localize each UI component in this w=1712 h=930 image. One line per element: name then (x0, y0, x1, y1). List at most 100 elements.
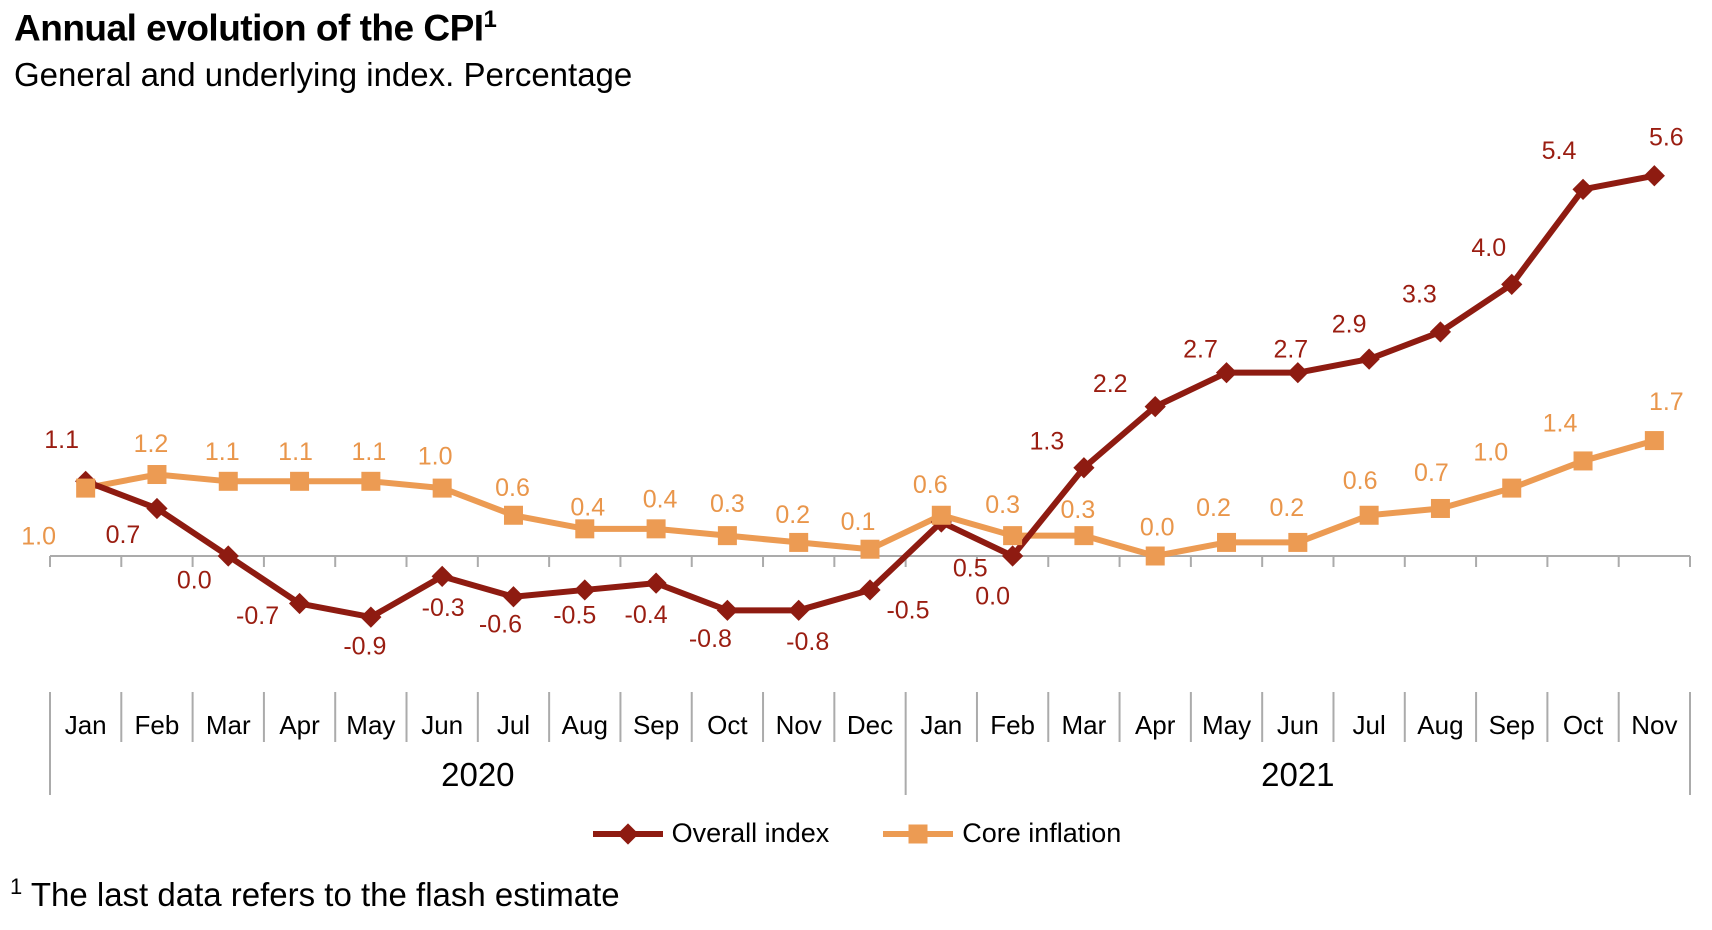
footnote: 1 The last data refers to the flash esti… (10, 874, 620, 914)
overall-index-point-marker (716, 599, 738, 621)
month-label: Apr (1135, 710, 1176, 740)
overall-index-value-label: 2.7 (1273, 335, 1308, 363)
page-subtitle: General and underlying index. Percentage (14, 56, 633, 93)
core-inflation-value-label: 0.6 (1343, 467, 1378, 495)
core-inflation-value-label: 0.1 (841, 508, 876, 536)
footnote-marker: 1 (10, 874, 23, 899)
month-label: Oct (707, 710, 748, 740)
overall-index-value-label: 2.7 (1183, 335, 1218, 363)
core-inflation-point-marker (1644, 431, 1664, 451)
core-inflation-value-label: 1.2 (134, 430, 169, 458)
overall-index-point-marker (360, 606, 382, 628)
core-inflation-point-marker (1359, 505, 1379, 525)
core-inflation-point-marker (717, 526, 737, 546)
core-inflation-value-label: 1.1 (205, 438, 240, 466)
core-inflation-value-label: 0.4 (570, 493, 605, 521)
core-inflation-value-label: 1.1 (278, 438, 313, 466)
core-inflation-point-marker (361, 471, 381, 491)
overall-index-point-marker (1215, 362, 1238, 384)
month-label: Feb (135, 710, 180, 740)
core-inflation-point-marker (1430, 498, 1450, 518)
month-label: Sep (633, 710, 679, 740)
core-inflation-value-label: 0.3 (985, 491, 1020, 519)
core-inflation-value-label: 0.0 (1140, 514, 1175, 542)
overall-index-point-marker (788, 599, 810, 621)
overall-index-point-marker (1002, 545, 1024, 567)
core-inflation-point-marker (1003, 526, 1023, 546)
month-label: Jan (65, 710, 107, 740)
year-label: 2021 (1261, 756, 1334, 793)
overall-index-value-label: 4.0 (1471, 234, 1506, 262)
overall-index-point-marker (859, 579, 881, 601)
month-label: Aug (1417, 710, 1463, 740)
month-label: Jun (1277, 710, 1319, 740)
month-label: Jan (920, 710, 962, 740)
core-inflation-value-label: 1.1 (351, 438, 386, 466)
core-inflation-point-marker (789, 532, 809, 552)
overall-index-value-label: 3.3 (1402, 281, 1437, 309)
overall-index-value-label: -0.9 (343, 633, 386, 661)
month-label: Mar (206, 710, 251, 740)
core-inflation-point-marker (575, 519, 595, 539)
core-inflation-line (85, 437, 1656, 559)
month-label: Nov (776, 710, 822, 740)
core-inflation-value-label: 0.4 (643, 485, 678, 513)
page-title-superscript: 1 (483, 6, 497, 33)
footnote-text: The last data refers to the flash estima… (30, 876, 620, 913)
core-inflation-point-marker (503, 505, 523, 525)
core-inflation-value-label: 1.4 (1543, 410, 1578, 438)
core-inflation-line-square-icon (883, 824, 954, 843)
overall-index-value-label: -0.5 (886, 597, 929, 625)
core-inflation-value-label: 1.0 (1473, 439, 1508, 467)
core-inflation-point-marker (432, 478, 452, 498)
core-inflation-value-label: 0.6 (913, 471, 948, 499)
core-inflation-value-label: 1.0 (418, 443, 453, 471)
month-label: Feb (990, 710, 1035, 740)
overall-index-point-marker (288, 592, 311, 615)
page-title: Annual evolution of the CPI1 (14, 6, 497, 49)
core-inflation-point-marker (147, 465, 167, 485)
core-inflation-point-marker (860, 539, 880, 559)
core-inflation-value-label: 0.2 (1196, 494, 1231, 522)
month-label: Aug (562, 710, 608, 740)
overall-index-value-label: -0.5 (553, 602, 596, 630)
overall-index-point-marker (1358, 348, 1380, 370)
year-label: 2020 (441, 756, 514, 793)
overall-index-value-label: -0.4 (625, 601, 668, 629)
overall-index-line-diamond-icon (592, 822, 663, 845)
core-inflation-value-label: 0.3 (710, 490, 745, 518)
month-label: May (346, 710, 395, 740)
overall-index-value-label: 0.0 (177, 567, 212, 595)
month-label: Dec (847, 710, 893, 740)
month-label: Sep (1489, 710, 1535, 740)
core-inflation-value-label: 0.2 (1269, 494, 1304, 522)
legend-label-core-inflation: Core inflation (962, 818, 1122, 848)
core-inflation-value-label: 0.7 (1414, 459, 1449, 487)
overall-index-value-label: -0.3 (422, 594, 465, 622)
core-inflation-point-marker (1074, 526, 1094, 546)
overall-index-value-label: 5.4 (1542, 137, 1577, 165)
overall-index-value-label: 0.0 (975, 583, 1010, 611)
core-inflation-point-marker (1502, 478, 1522, 498)
overall-index-point-marker (1643, 165, 1665, 187)
chart-legend: Overall index Core inflation (0, 818, 1712, 849)
overall-index-point-marker (1287, 362, 1309, 384)
overall-index-value-label: 5.6 (1649, 123, 1684, 151)
core-inflation-value-label: 0.2 (775, 501, 810, 529)
legend-item-core-inflation: Core inflation (881, 818, 1121, 849)
month-label: Mar (1062, 710, 1107, 740)
month-label: Nov (1631, 710, 1677, 740)
core-inflation-point-marker (931, 505, 951, 525)
month-label: Jun (421, 710, 463, 740)
overall-index-value-label: -0.6 (479, 610, 522, 638)
month-label: Jul (497, 710, 530, 740)
overall-index-value-label: 1.1 (44, 426, 79, 454)
overall-index-point-marker (502, 586, 525, 608)
core-inflation-point-marker (1573, 451, 1593, 471)
core-inflation-point-marker (1288, 532, 1308, 552)
month-label: Jul (1353, 710, 1386, 740)
overall-index-value-label: 2.9 (1332, 311, 1367, 339)
overall-index-value-label: -0.8 (786, 628, 829, 656)
core-inflation-point-marker (1217, 532, 1237, 552)
